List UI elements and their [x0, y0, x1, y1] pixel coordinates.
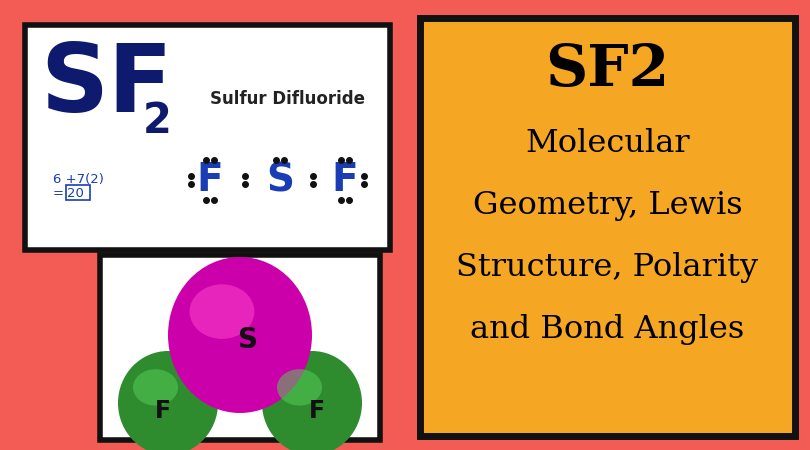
Text: S: S [266, 161, 294, 199]
Text: SF: SF [40, 40, 173, 132]
Text: 2: 2 [143, 100, 172, 142]
Text: =: = [53, 187, 68, 200]
Ellipse shape [118, 351, 218, 450]
FancyBboxPatch shape [100, 255, 380, 440]
Ellipse shape [190, 284, 254, 339]
Ellipse shape [133, 369, 178, 405]
Ellipse shape [277, 369, 322, 405]
Ellipse shape [262, 351, 362, 450]
Text: Geometry, Lewis: Geometry, Lewis [473, 190, 742, 221]
Text: F: F [197, 161, 224, 199]
Text: F: F [331, 161, 358, 199]
FancyBboxPatch shape [420, 18, 795, 436]
Ellipse shape [168, 257, 312, 413]
Text: F: F [155, 399, 171, 423]
Text: SF2: SF2 [545, 42, 670, 98]
Text: F: F [309, 399, 325, 423]
Text: Molecular: Molecular [525, 128, 690, 159]
Text: S: S [238, 326, 258, 354]
Text: 20: 20 [67, 187, 84, 200]
Text: and Bond Angles: and Bond Angles [471, 314, 744, 345]
Text: 6 +7(2): 6 +7(2) [53, 173, 104, 186]
FancyBboxPatch shape [25, 25, 390, 250]
FancyBboxPatch shape [66, 185, 90, 200]
Text: Sulfur Difluoride: Sulfur Difluoride [210, 90, 365, 108]
Text: Structure, Polarity: Structure, Polarity [457, 252, 758, 283]
